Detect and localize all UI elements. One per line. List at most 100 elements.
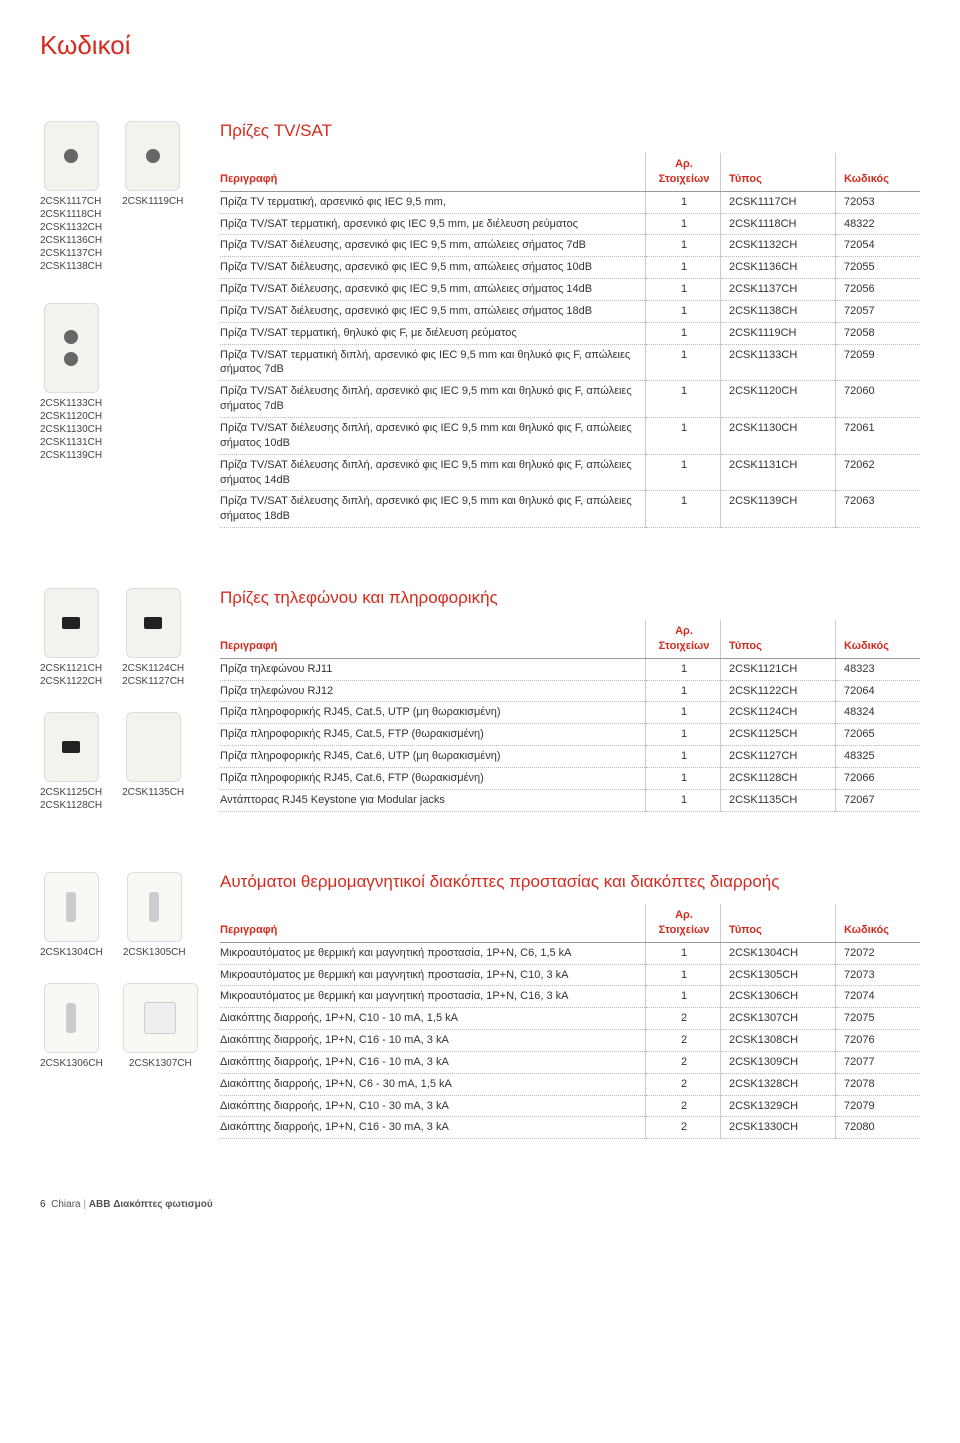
- thumb-label: 2CSK1124CH: [122, 662, 184, 675]
- cell-elements: 1: [646, 213, 721, 235]
- table-row: Πρίζα TV/SAT διέλευσης, αρσενικό φις IEC…: [220, 235, 920, 257]
- cell-desc: Μικροαυτόματος με θερμική και μαγνητική …: [220, 942, 646, 964]
- cell-desc: Πρίζα TV/SAT τερματική, αρσενικό φις IEC…: [220, 213, 646, 235]
- cell-code: 72066: [836, 767, 921, 789]
- cell-elements: 1: [646, 986, 721, 1008]
- table-phone-data: Περιγραφή Αρ.Στοιχείων Τύπος Κωδικός Πρί…: [220, 620, 920, 812]
- table-row: Πρίζα TV/SAT τερματική, αρσενικό φις IEC…: [220, 213, 920, 235]
- thumb-label: 2CSK1307CH: [129, 1057, 192, 1070]
- cell-type: 2CSK1128CH: [721, 767, 836, 789]
- cell-code: 72054: [836, 235, 921, 257]
- cell-type: 2CSK1133CH: [721, 344, 836, 381]
- cell-elements: 1: [646, 964, 721, 986]
- thumb-labels: 2CSK1119CH: [122, 195, 183, 208]
- section-title: Πρίζες τηλεφώνου και πληροφορικής: [220, 588, 920, 608]
- cell-elements: 1: [646, 680, 721, 702]
- cell-type: 2CSK1119CH: [721, 322, 836, 344]
- table-row: Μικροαυτόματος με θερμική και μαγνητική …: [220, 942, 920, 964]
- cell-desc: Μικροαυτόματος με θερμική και μαγνητική …: [220, 964, 646, 986]
- product-thumb: [44, 121, 99, 191]
- cell-desc: Πρίζα TV/SAT διέλευσης, αρσενικό φις IEC…: [220, 257, 646, 279]
- cell-elements: 1: [646, 235, 721, 257]
- cell-elements: 1: [646, 322, 721, 344]
- cell-type: 2CSK1122CH: [721, 680, 836, 702]
- th-desc: Περιγραφή: [220, 904, 646, 942]
- thumb-labels: 2CSK1307CH: [129, 1057, 192, 1070]
- cell-code: 72065: [836, 724, 921, 746]
- cell-type: 2CSK1308CH: [721, 1030, 836, 1052]
- cell-type: 2CSK1118CH: [721, 213, 836, 235]
- thumb-label: 2CSK1131CH: [40, 436, 102, 449]
- cell-code: 72073: [836, 964, 921, 986]
- th-elems: Αρ.Στοιχείων: [646, 904, 721, 942]
- thumb-label: 2CSK1306CH: [40, 1057, 103, 1070]
- product-thumb: [123, 983, 198, 1053]
- cell-code: 72076: [836, 1030, 921, 1052]
- thumb-label: 2CSK1304CH: [40, 946, 103, 959]
- table-row: Πρίζα TV/SAT διέλευσης, αρσενικό φις IEC…: [220, 279, 920, 301]
- thumb-label: 2CSK1118CH: [40, 208, 102, 221]
- cell-desc: Πρίζα TV τερματική, αρσενικό φις IEC 9,5…: [220, 191, 646, 213]
- section-breakers: 2CSK1304CH 2CSK1305CH 2CSK1306CH 2CSK130…: [40, 872, 920, 1139]
- table-row: Πρίζα πληροφορικής RJ45, Cat.6, FTP (θωρ…: [220, 767, 920, 789]
- cell-desc: Διακόπτης διαρροής, 1P+N, C16 - 10 mA, 3…: [220, 1030, 646, 1052]
- table-row: Μικροαυτόματος με θερμική και μαγνητική …: [220, 964, 920, 986]
- thumb-label: 2CSK1139CH: [40, 449, 102, 462]
- table-row: Πρίζα TV/SAT διέλευσης, αρσενικό φις IEC…: [220, 300, 920, 322]
- cell-type: 2CSK1137CH: [721, 279, 836, 301]
- cell-elements: 2: [646, 1073, 721, 1095]
- th-code: Κωδικός: [836, 620, 921, 658]
- thumb-labels: 2CSK1133CH2CSK1120CH2CSK1130CH2CSK1131CH…: [40, 397, 102, 462]
- cell-elements: 1: [646, 491, 721, 528]
- cell-type: 2CSK1309CH: [721, 1051, 836, 1073]
- cell-type: 2CSK1138CH: [721, 300, 836, 322]
- table-row: Διακόπτης διαρροής, 1P+N, C10 - 30 mA, 3…: [220, 1095, 920, 1117]
- th-type: Τύπος: [721, 904, 836, 942]
- table-row: Διακόπτης διαρροής, 1P+N, C10 - 10 mA, 1…: [220, 1008, 920, 1030]
- cell-code: 72057: [836, 300, 921, 322]
- cell-elements: 1: [646, 417, 721, 454]
- cell-type: 2CSK1328CH: [721, 1073, 836, 1095]
- table-row: Πρίζα TV/SAT τερματική, θηλυκό φις F, με…: [220, 322, 920, 344]
- cell-desc: Μικροαυτόματος με θερμική και μαγνητική …: [220, 986, 646, 1008]
- thumb-label: 2CSK1138CH: [40, 260, 102, 273]
- thumb-labels: 2CSK1117CH2CSK1118CH2CSK1132CH2CSK1136CH…: [40, 195, 102, 273]
- product-thumb: [125, 121, 180, 191]
- thumb-label: 2CSK1137CH: [40, 247, 102, 260]
- cell-code: 72056: [836, 279, 921, 301]
- cell-type: 2CSK1120CH: [721, 381, 836, 418]
- cell-code: 72061: [836, 417, 921, 454]
- thumb-labels: 2CSK1306CH: [40, 1057, 103, 1070]
- cell-code: 72074: [836, 986, 921, 1008]
- cell-elements: 1: [646, 724, 721, 746]
- thumb-labels: 2CSK1305CH: [123, 946, 186, 959]
- cell-elements: 2: [646, 1117, 721, 1139]
- thumb-labels: 2CSK1124CH2CSK1127CH: [122, 662, 184, 688]
- table-row: Πρίζα TV τερματική, αρσενικό φις IEC 9,5…: [220, 191, 920, 213]
- cell-elements: 2: [646, 1030, 721, 1052]
- cell-code: 72055: [836, 257, 921, 279]
- thumb-label: 2CSK1121CH: [40, 662, 102, 675]
- table-row: Διακόπτης διαρροής, 1P+N, C16 - 10 mA, 3…: [220, 1030, 920, 1052]
- cell-code: 48323: [836, 658, 921, 680]
- table-row: Πρίζα TV/SAT διέλευσης διπλή, αρσενικό φ…: [220, 381, 920, 418]
- cell-desc: Πρίζα τηλεφώνου RJ11: [220, 658, 646, 680]
- cell-desc: Πρίζα TV/SAT διέλευσης διπλή, αρσενικό φ…: [220, 454, 646, 491]
- thumb-label: 2CSK1120CH: [40, 410, 102, 423]
- thumb-label: 2CSK1305CH: [123, 946, 186, 959]
- cell-type: 2CSK1307CH: [721, 1008, 836, 1030]
- cell-elements: 1: [646, 381, 721, 418]
- cell-code: 72080: [836, 1117, 921, 1139]
- cell-elements: 1: [646, 942, 721, 964]
- th-desc: Περιγραφή: [220, 620, 646, 658]
- cell-desc: Διακόπτης διαρροής, 1P+N, C10 - 10 mA, 1…: [220, 1008, 646, 1030]
- product-thumb: [44, 303, 99, 393]
- cell-type: 2CSK1304CH: [721, 942, 836, 964]
- table-row: Διακόπτης διαρροής, 1P+N, C16 - 30 mA, 3…: [220, 1117, 920, 1139]
- cell-desc: Αντάπτορας RJ45 Keystone για Modular jac…: [220, 789, 646, 811]
- th-type: Τύπος: [721, 620, 836, 658]
- thumb-labels: 2CSK1135CH: [122, 786, 184, 799]
- cell-type: 2CSK1121CH: [721, 658, 836, 680]
- cell-elements: 1: [646, 658, 721, 680]
- cell-desc: Διακόπτης διαρροής, 1P+N, C10 - 30 mA, 3…: [220, 1095, 646, 1117]
